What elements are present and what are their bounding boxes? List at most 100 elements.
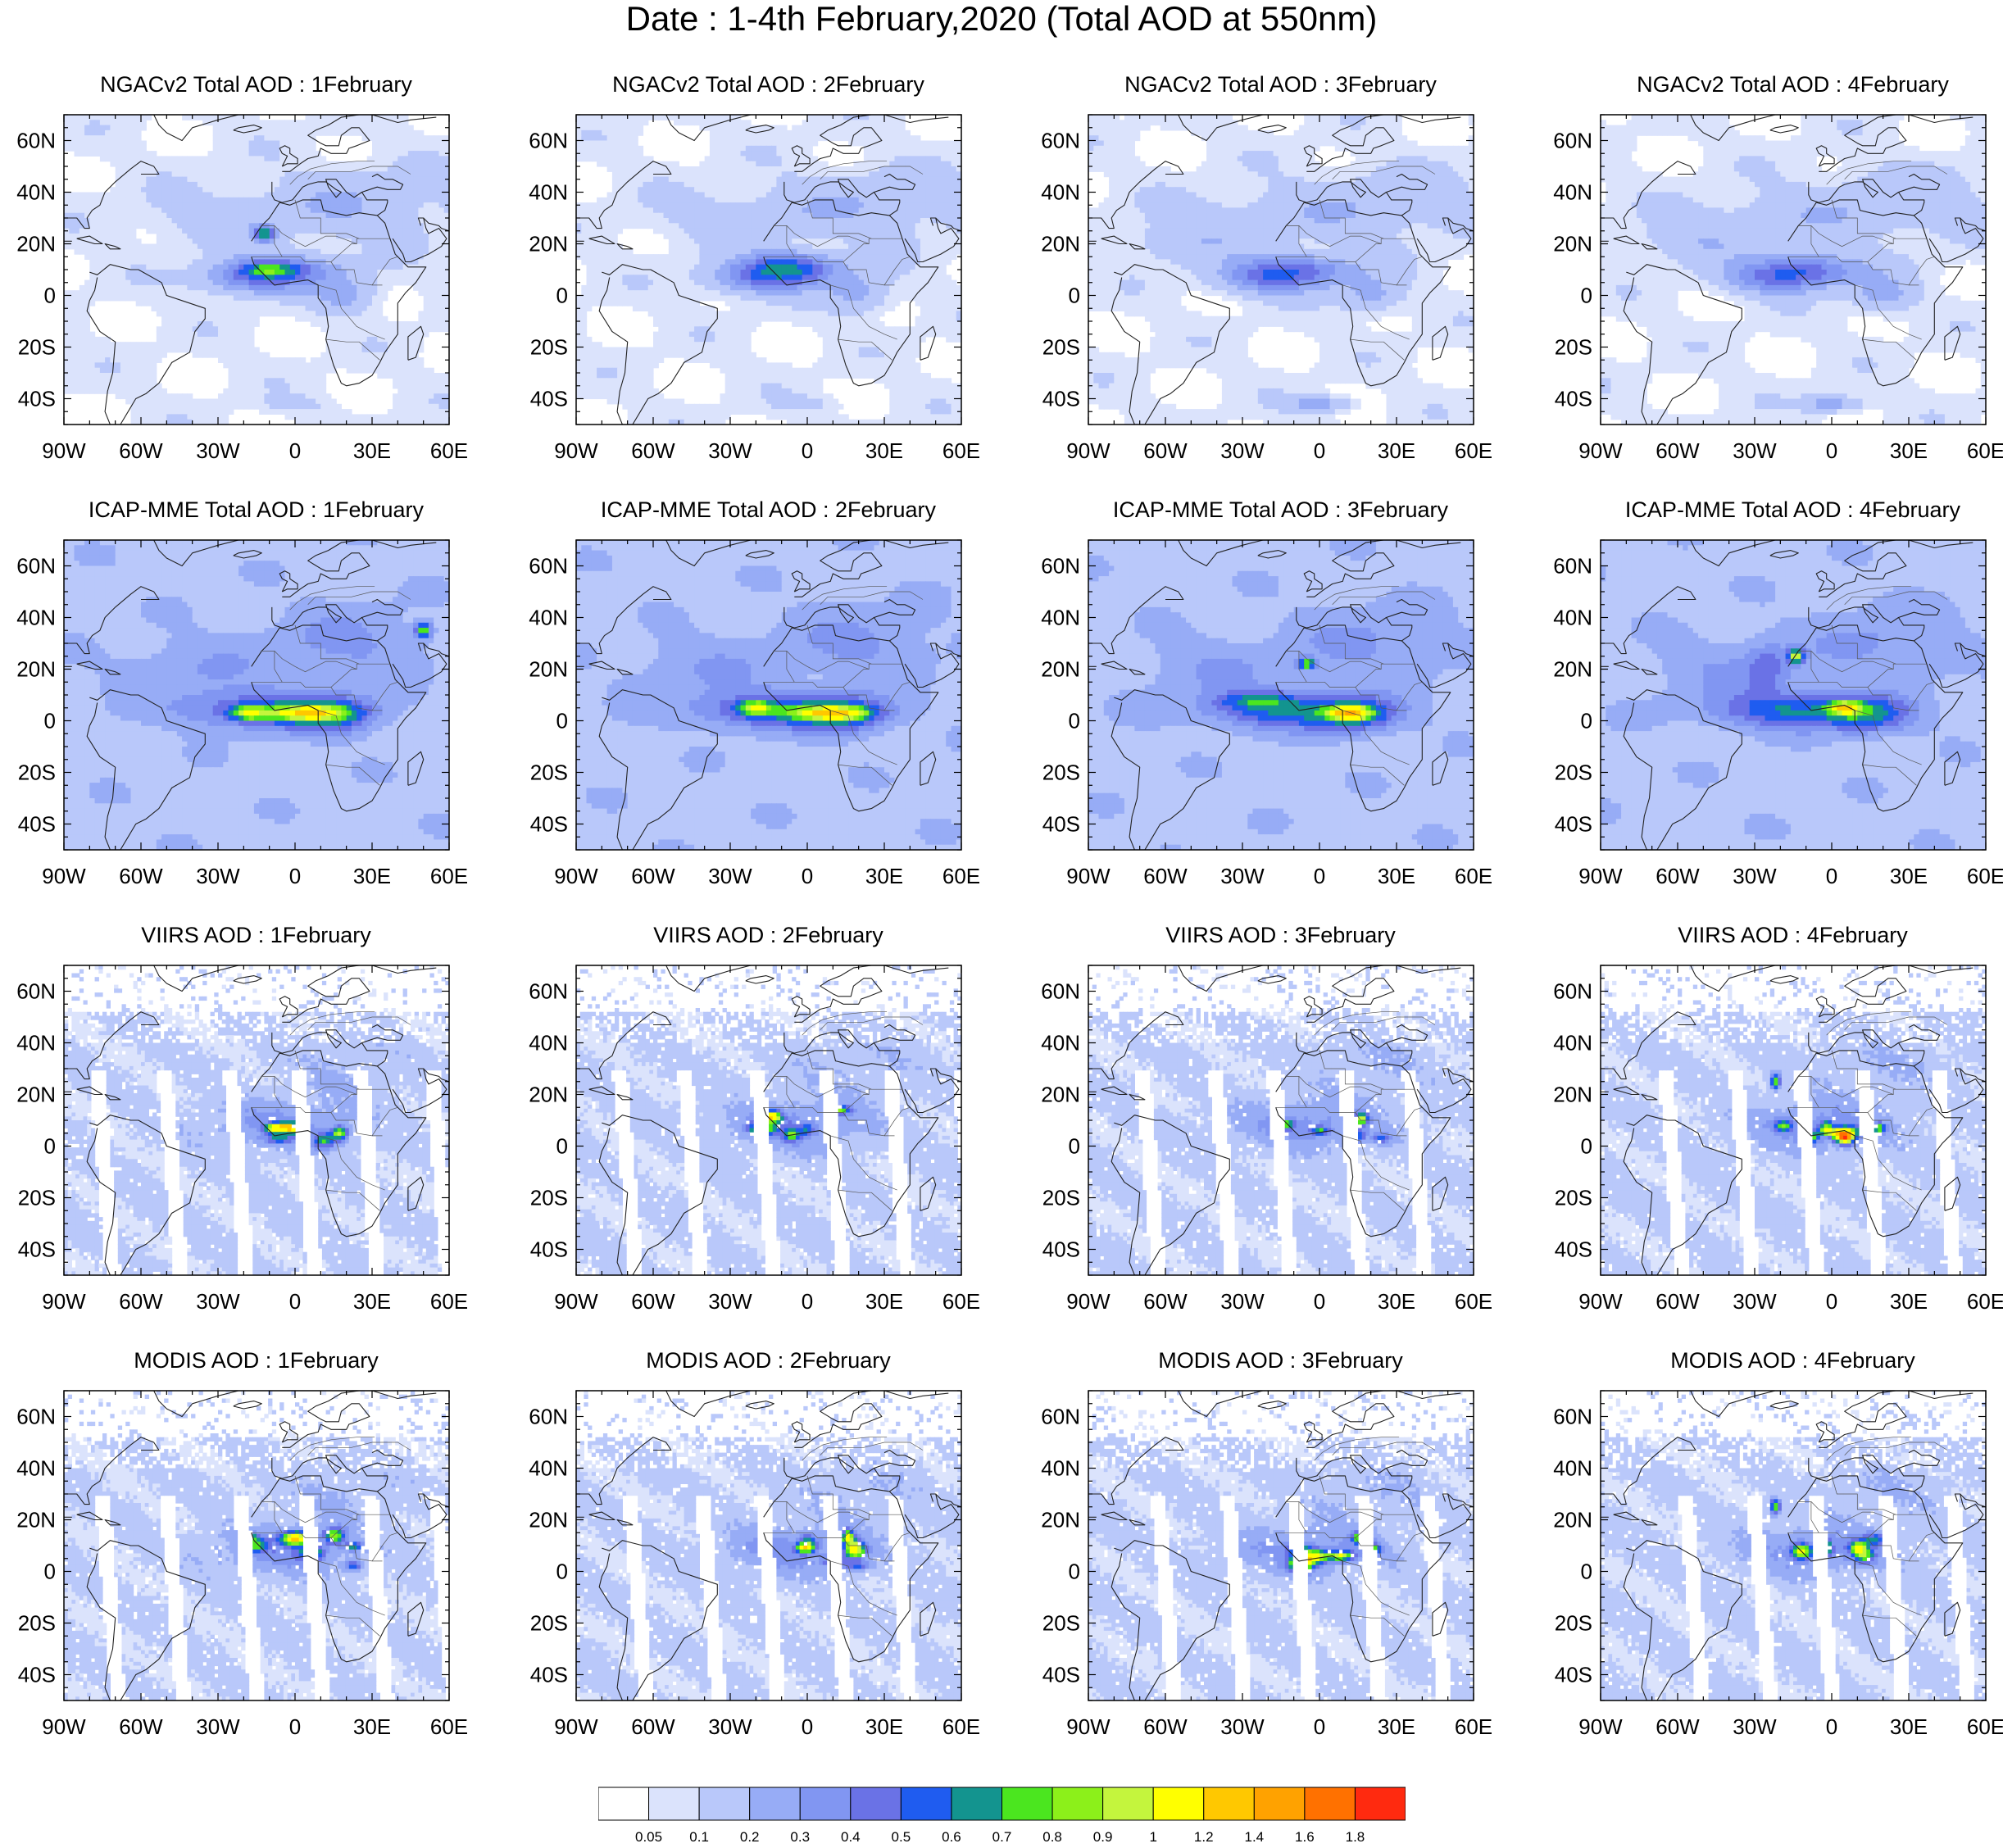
lon-tick-label: 60W <box>119 864 163 888</box>
colorbar-swatch <box>1305 1787 1356 1820</box>
lat-tick-label: 20N <box>16 232 56 257</box>
aod-field <box>1601 965 1987 1276</box>
colorbar-label: 0.3 <box>790 1829 810 1845</box>
lon-tick-label: 30E <box>865 1289 903 1314</box>
lon-tick-label: 0 <box>802 438 813 463</box>
lon-tick-label: 30E <box>1890 864 1928 888</box>
lat-tick-label: 40S <box>1555 1237 1592 1262</box>
lon-tick-label: 60E <box>1967 864 2003 888</box>
lat-tick-label: 60N <box>1553 1405 1592 1429</box>
lon-tick-label: 30E <box>1378 1714 1415 1739</box>
lat-tick-label: 20S <box>1555 1611 1592 1636</box>
lon-tick-label: 60E <box>942 1714 980 1739</box>
colorbar-swatch <box>952 1787 1002 1820</box>
lat-tick-label: 40S <box>18 1237 56 1262</box>
colorbar-label: 0.8 <box>1042 1829 1062 1845</box>
lat-tick-label: 20S <box>1555 1186 1592 1210</box>
lat-tick-label: 20N <box>1553 232 1592 257</box>
lat-tick-label: 40S <box>18 812 56 837</box>
lon-tick-label: 30E <box>353 1714 391 1739</box>
lat-tick-label: 20S <box>1555 335 1592 360</box>
lon-tick-label: 30E <box>353 438 391 463</box>
lon-tick-label: 30E <box>865 1714 903 1739</box>
lat-tick-label: 20S <box>1042 761 1080 785</box>
lat-tick-label: 40S <box>1555 387 1592 411</box>
map-panel: NGACv2 Total AOD : 1February 90W 60W 30W 0 30… <box>0 72 512 490</box>
lon-tick-label: 30W <box>1220 1289 1265 1314</box>
lon-tick-label: 90W <box>1066 438 1111 463</box>
lon-tick-label: 60E <box>1967 438 2003 463</box>
lon-tick-label: 90W <box>554 1289 598 1314</box>
lon-tick-label: 60W <box>119 1714 163 1739</box>
aod-field <box>576 115 962 425</box>
lat-tick-label: 60N <box>1041 554 1080 579</box>
lon-tick-label: 60E <box>430 1714 468 1739</box>
lat-tick-label: 40S <box>1555 812 1592 837</box>
map-panel: ICAP-MME Total AOD : 1February 90W 60W 30W 0… <box>0 497 512 915</box>
lon-tick-label: 0 <box>289 438 301 463</box>
lat-tick-label: 40N <box>1553 180 1592 205</box>
lon-tick-label: 60W <box>1656 438 1700 463</box>
lat-tick-label: 20N <box>1041 657 1080 682</box>
lat-tick-label: 40N <box>1553 606 1592 630</box>
lat-tick-label: 0 <box>556 1134 568 1159</box>
colorbar-swatch <box>901 1787 952 1820</box>
lat-tick-label: 60N <box>1553 554 1592 579</box>
lat-tick-label: 60N <box>1041 129 1080 153</box>
lon-tick-label: 60W <box>1143 864 1188 888</box>
lat-tick-label: 40S <box>530 387 568 411</box>
lon-tick-label: 30E <box>1378 438 1415 463</box>
lat-tick-label: 40N <box>1041 1456 1080 1481</box>
lon-tick-label: 30E <box>865 438 903 463</box>
lon-tick-label: 0 <box>1314 438 1325 463</box>
lat-tick-label: 20S <box>1042 1186 1080 1210</box>
lat-tick-label: 60N <box>16 1405 56 1429</box>
lon-tick-label: 90W <box>1578 864 1623 888</box>
lon-tick-label: 90W <box>1578 438 1623 463</box>
lat-tick-label: 20N <box>529 1508 568 1532</box>
lon-tick-label: 0 <box>802 1714 813 1739</box>
colorbar-label: 0.2 <box>740 1829 760 1845</box>
lon-tick-label: 90W <box>554 864 598 888</box>
lon-tick-label: 30E <box>1890 438 1928 463</box>
lon-tick-label: 30E <box>353 1289 391 1314</box>
lon-tick-label: 60E <box>1455 1714 1492 1739</box>
lon-tick-label: 30W <box>196 1714 240 1739</box>
lat-tick-label: 20N <box>1553 657 1592 682</box>
colorbar-swatch <box>750 1787 801 1820</box>
lat-tick-label: 40N <box>529 1031 568 1056</box>
lat-tick-label: 20S <box>530 1611 568 1636</box>
lat-tick-label: 20N <box>1041 1508 1080 1532</box>
lon-tick-label: 30W <box>708 1714 752 1739</box>
lon-tick-label: 0 <box>1826 864 1837 888</box>
aod-field <box>64 540 450 851</box>
lat-tick-label: 0 <box>1581 1134 1592 1159</box>
colorbar-label: 0.7 <box>992 1829 1012 1845</box>
lat-tick-label: 20N <box>1553 1508 1592 1532</box>
lon-tick-label: 60W <box>1143 438 1188 463</box>
lat-tick-label: 40N <box>16 180 56 205</box>
map-panel: ICAP-MME Total AOD : 3February 90W 60W 30W 0… <box>1024 497 1537 915</box>
lat-tick-label: 40S <box>1042 812 1080 837</box>
aod-field <box>1088 965 1474 1276</box>
lon-tick-label: 0 <box>802 1289 813 1314</box>
lon-tick-label: 30E <box>1378 864 1415 888</box>
lat-tick-label: 40N <box>1041 180 1080 205</box>
map-panel: NGACv2 Total AOD : 3February 90W 60W 30W 0 30… <box>1024 72 1537 490</box>
lat-tick-label: 40S <box>530 812 568 837</box>
lat-tick-label: 20S <box>1555 761 1592 785</box>
lat-tick-label: 60N <box>529 554 568 579</box>
lon-tick-label: 30W <box>196 864 240 888</box>
lon-tick-label: 60W <box>1143 1289 1188 1314</box>
lon-tick-label: 30W <box>1220 438 1265 463</box>
aod-field <box>64 115 450 425</box>
lat-tick-label: 60N <box>16 129 56 153</box>
lat-tick-label: 60N <box>1553 129 1592 153</box>
lon-tick-label: 60E <box>430 864 468 888</box>
lat-tick-label: 40N <box>16 606 56 630</box>
lat-tick-label: 20N <box>1041 232 1080 257</box>
